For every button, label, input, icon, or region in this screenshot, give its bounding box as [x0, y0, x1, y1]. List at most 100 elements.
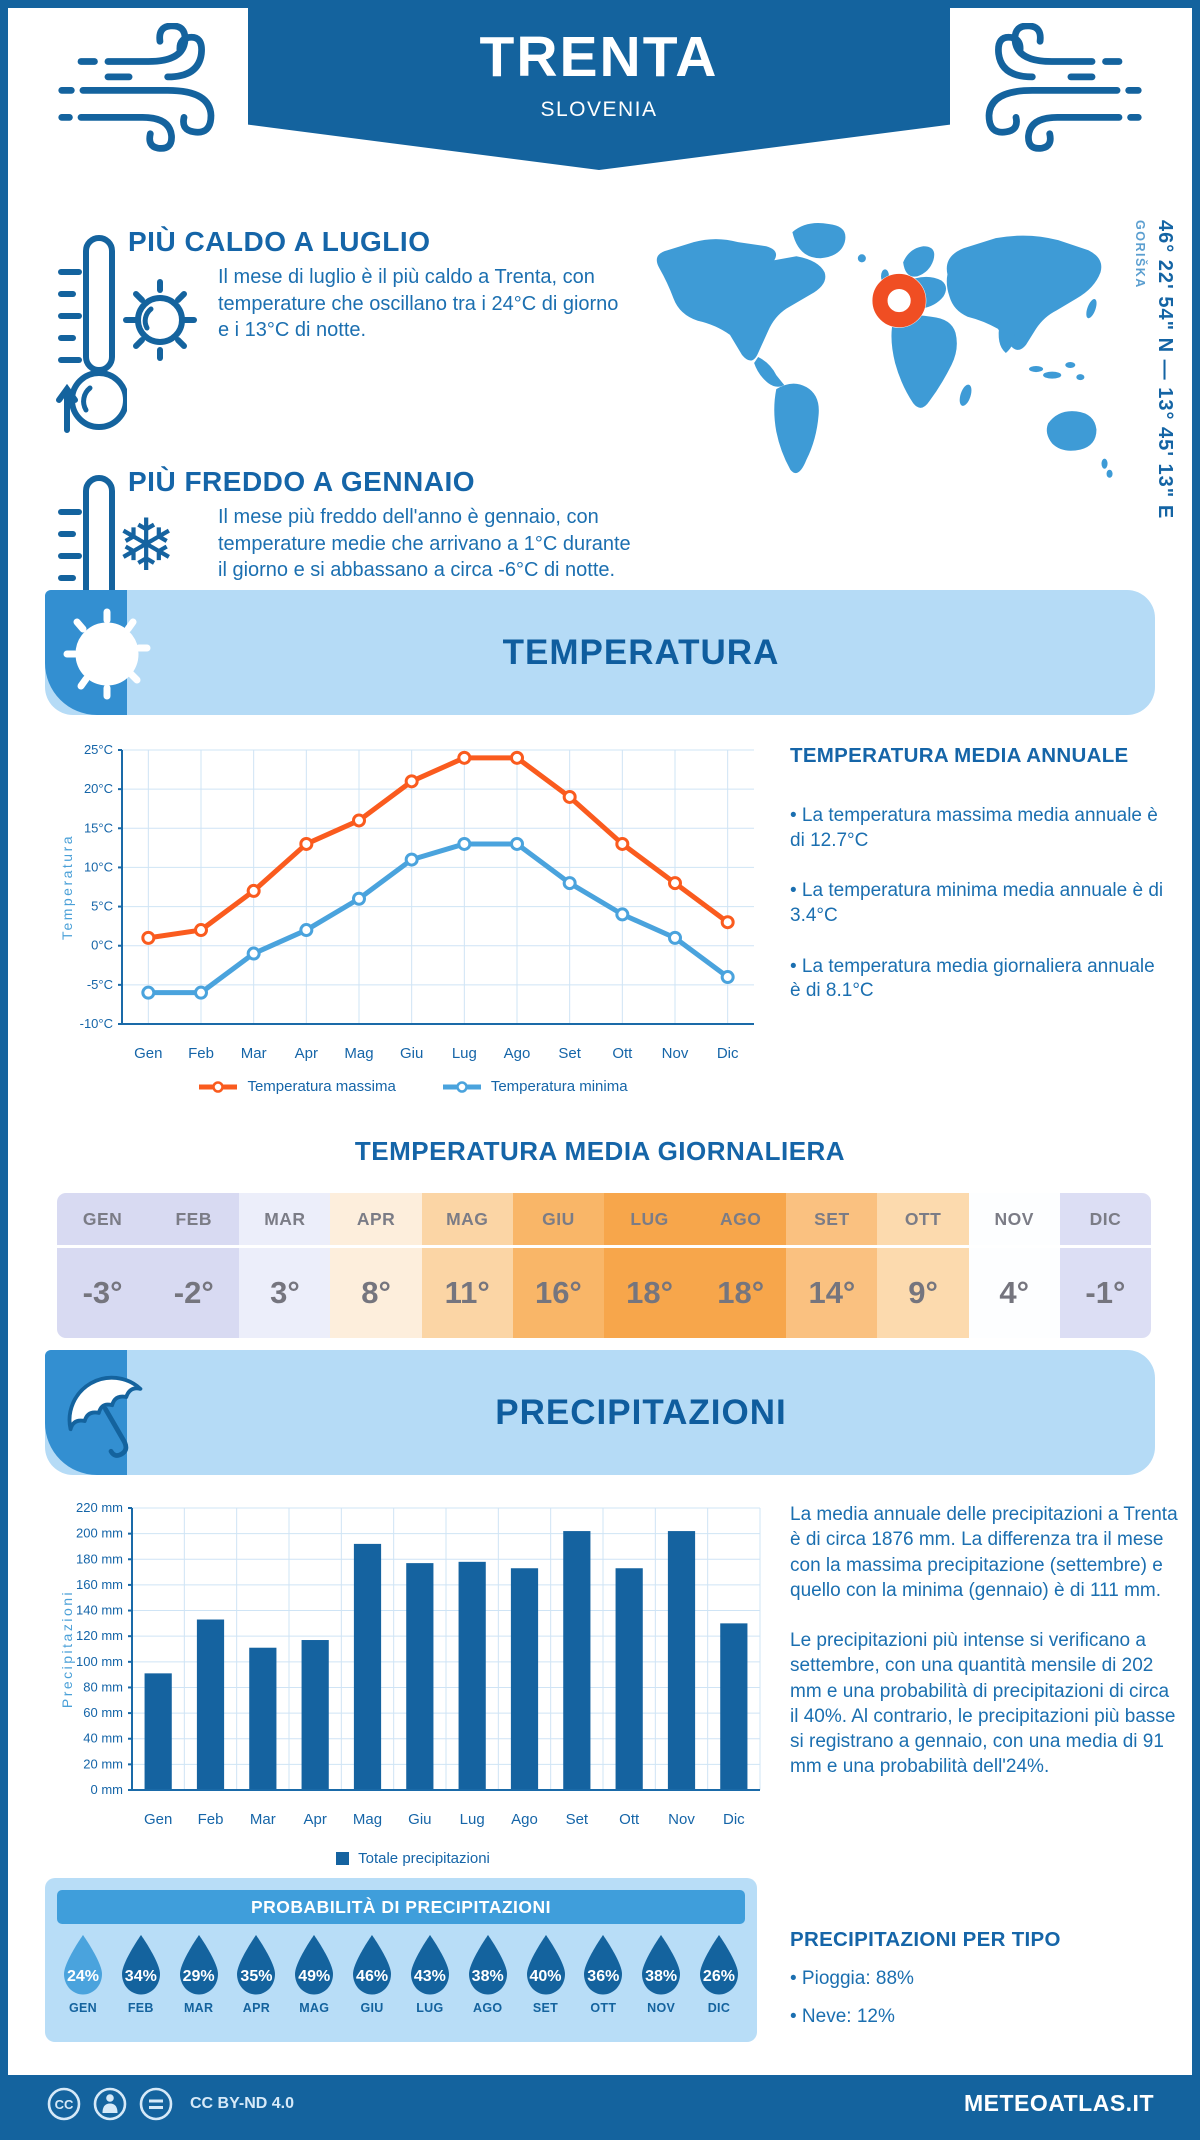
- svg-text:-10°C: -10°C: [80, 1016, 113, 1031]
- page-title: TRENTA: [479, 25, 719, 89]
- svg-text:Mag: Mag: [353, 1811, 382, 1828]
- month-header-cell: MAG: [421, 1193, 513, 1245]
- svg-text:Mar: Mar: [250, 1811, 276, 1828]
- probability-item: 38% AGO: [462, 1934, 514, 2015]
- svg-text:Gen: Gen: [134, 1045, 162, 1062]
- probability-item: 36% OTT: [577, 1934, 629, 2015]
- bullet-item: • Pioggia: 88%: [790, 1968, 914, 1989]
- daily-table-column: MAR 3°: [239, 1193, 331, 1338]
- probability-value: 46%: [356, 1968, 389, 1985]
- temperature-section-title: TEMPERATURA: [502, 632, 780, 672]
- precipitation-type-title: PRECIPITAZIONI PER TIPO: [790, 1928, 1061, 1951]
- temperature-section-banner: TEMPERATURA: [45, 590, 1155, 715]
- month-header-cell: GEN: [57, 1193, 149, 1245]
- probability-month: APR: [242, 2001, 271, 2015]
- svg-text:15°C: 15°C: [84, 820, 113, 835]
- legend-label: Totale precipitazioni: [358, 1850, 490, 1867]
- svg-text:Nov: Nov: [662, 1045, 689, 1062]
- raindrop-icon: 36%: [579, 1934, 627, 1996]
- raindrop-icon: 40%: [522, 1934, 570, 1996]
- month-header-cell: DIC: [1059, 1193, 1151, 1245]
- raindrop-icon: 49%: [290, 1934, 338, 1996]
- svg-text:40 mm: 40 mm: [83, 1731, 123, 1746]
- daily-table-column: NOV 4°: [968, 1193, 1060, 1338]
- bar-chart-svg: 0 mm 20 mm 40 mm 60 mm 80 mm 100 mm 120 mm 140 …: [59, 1500, 761, 1828]
- coldest-month-title: PIÙ FREDDO A GENNAIO: [128, 466, 476, 497]
- daily-table-title: TEMPERATURA MEDIA GIORNALIERA: [354, 1136, 846, 1166]
- legend-label: Temperatura massima: [247, 1078, 396, 1095]
- svg-text:0°C: 0°C: [91, 938, 113, 953]
- probability-month: SET: [532, 2001, 559, 2015]
- warmest-month-title: PIÙ CALDO A LUGLIO: [128, 226, 431, 257]
- month-header-cell: OTT: [877, 1193, 969, 1245]
- precipitation-section-banner: PRECIPITAZIONI: [45, 1350, 1155, 1475]
- daily-table-column: OTT 9°: [877, 1193, 969, 1338]
- umbrella-banner-icon: [45, 1350, 143, 1475]
- svg-text:Dic: Dic: [717, 1045, 739, 1062]
- probability-month: MAR: [183, 2001, 214, 2015]
- precipitation-type-panel: PRECIPITAZIONI PER TIPO • Pioggia: 88% • …: [790, 1928, 1170, 2041]
- probability-item: 38% NOV: [635, 1934, 687, 2015]
- svg-text:Precipitazioni: Precipitazioni: [59, 1590, 75, 1708]
- month-header-cell: MAR: [239, 1193, 331, 1245]
- precipitation-paragraph: La media annuale delle precipitazioni a …: [790, 1504, 1178, 1601]
- bullet-item: • Neve: 12%: [790, 2006, 895, 2028]
- month-header-cell: AGO: [695, 1193, 787, 1245]
- svg-text:Ott: Ott: [619, 1811, 640, 1828]
- svg-text:200 mm: 200 mm: [76, 1526, 123, 1541]
- probability-value: 34%: [124, 1968, 157, 1985]
- daily-table-column: SET 14°: [786, 1193, 878, 1338]
- cc-icon: CC: [47, 2087, 81, 2120]
- precipitation-chart: 0 mm 20 mm 40 mm 60 mm 80 mm 100 mm 120 mm 140 …: [58, 1494, 768, 1845]
- probability-month: OTT: [590, 2001, 617, 2015]
- temperature-value-cell: 8°: [330, 1248, 422, 1338]
- license-row: CC CC BY-ND 4.0: [46, 2086, 294, 2122]
- bullet-item: • La temperatura massima media annuale è…: [790, 805, 1158, 851]
- legend-label: Temperatura minima: [490, 1078, 628, 1095]
- probability-value: 38%: [645, 1968, 678, 1985]
- probability-card: PROBABILITÀ DI PRECIPITAZIONI 24% GEN 34% F…: [45, 1878, 757, 2042]
- temperature-chart-legend: Temperatura massima Temperatura minima: [58, 1078, 768, 1095]
- temperature-value-cell: 14°: [786, 1248, 878, 1338]
- raindrop-icon: 26%: [695, 1934, 743, 1996]
- probability-value: 24%: [66, 1968, 100, 1985]
- probability-month: DIC: [707, 2001, 731, 2015]
- probability-month: GIU: [360, 2001, 384, 2015]
- daily-table-column: APR 8°: [330, 1193, 422, 1338]
- probability-value: 49%: [298, 1968, 331, 1985]
- svg-text:Ott: Ott: [612, 1045, 633, 1062]
- daily-table-column: GEN -3°: [57, 1193, 149, 1338]
- svg-text:Set: Set: [566, 1811, 589, 1828]
- month-header-cell: APR: [330, 1193, 422, 1245]
- probability-month: MAG: [299, 2001, 330, 2015]
- raindrop-icon: 35%: [232, 1934, 280, 1996]
- probability-value: 38%: [471, 1968, 504, 1985]
- svg-text:Apr: Apr: [295, 1045, 318, 1062]
- temperature-value-cell: 11°: [421, 1248, 513, 1338]
- svg-text:CC: CC: [55, 2097, 74, 2112]
- probability-item: 40% SET: [520, 1934, 572, 2015]
- svg-text:Nov: Nov: [668, 1811, 695, 1828]
- thermometer-up-icon: [55, 230, 129, 447]
- wind-icon: [962, 22, 1147, 158]
- svg-text:100 mm: 100 mm: [76, 1654, 123, 1669]
- footer: CC CC BY-ND 4.0 METEOATLAS.IT: [8, 2075, 1192, 2132]
- coldest-month-text: Il mese più freddo dell'anno è gennaio, …: [218, 506, 631, 582]
- svg-text:220 mm: 220 mm: [76, 1500, 123, 1515]
- precipitation-chart-legend: Totale precipitazioni: [58, 1850, 768, 1867]
- probability-title: PROBABILITÀ DI PRECIPITAZIONI: [57, 1890, 745, 1924]
- svg-text:180 mm: 180 mm: [76, 1551, 123, 1566]
- svg-text:-5°C: -5°C: [87, 977, 113, 992]
- line-chart-svg: -10°C -5°C 0°C 5°C 10°C 15°C 20°C 25°C Gen Feb Mar…: [59, 742, 754, 1062]
- svg-text:160 mm: 160 mm: [76, 1577, 123, 1592]
- wind-icon: [53, 22, 238, 158]
- region-label: GORIŠKA: [1133, 220, 1147, 289]
- probability-value: 40%: [529, 1968, 562, 1985]
- precipitation-section-title: PRECIPITAZIONI: [495, 1392, 787, 1432]
- temperature-value-cell: -3°: [57, 1248, 149, 1338]
- cc-attribution-icon: [93, 2087, 127, 2120]
- bullet-item: • La temperatura media giornaliera annua…: [790, 955, 1155, 1002]
- raindrop-icon: 43%: [406, 1934, 454, 1996]
- temperature-value-cell: 3°: [239, 1248, 331, 1338]
